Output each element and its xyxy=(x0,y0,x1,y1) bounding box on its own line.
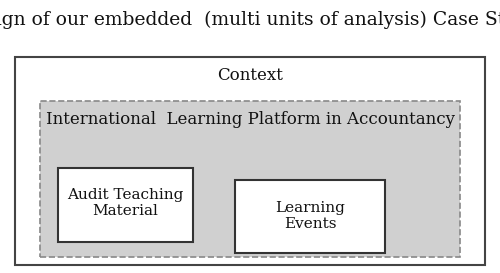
Text: Learning
Events: Learning Events xyxy=(275,201,345,231)
FancyBboxPatch shape xyxy=(235,180,385,253)
Text: Audit Teaching
Material: Audit Teaching Material xyxy=(67,188,183,218)
Text: Context: Context xyxy=(217,67,283,84)
FancyBboxPatch shape xyxy=(40,101,460,257)
Text: Design of our embedded  (multi units of analysis) Case Study: Design of our embedded (multi units of a… xyxy=(0,11,500,29)
FancyBboxPatch shape xyxy=(15,57,485,265)
FancyBboxPatch shape xyxy=(58,168,192,242)
Text: International  Learning Platform in Accountancy: International Learning Platform in Accou… xyxy=(46,111,455,127)
